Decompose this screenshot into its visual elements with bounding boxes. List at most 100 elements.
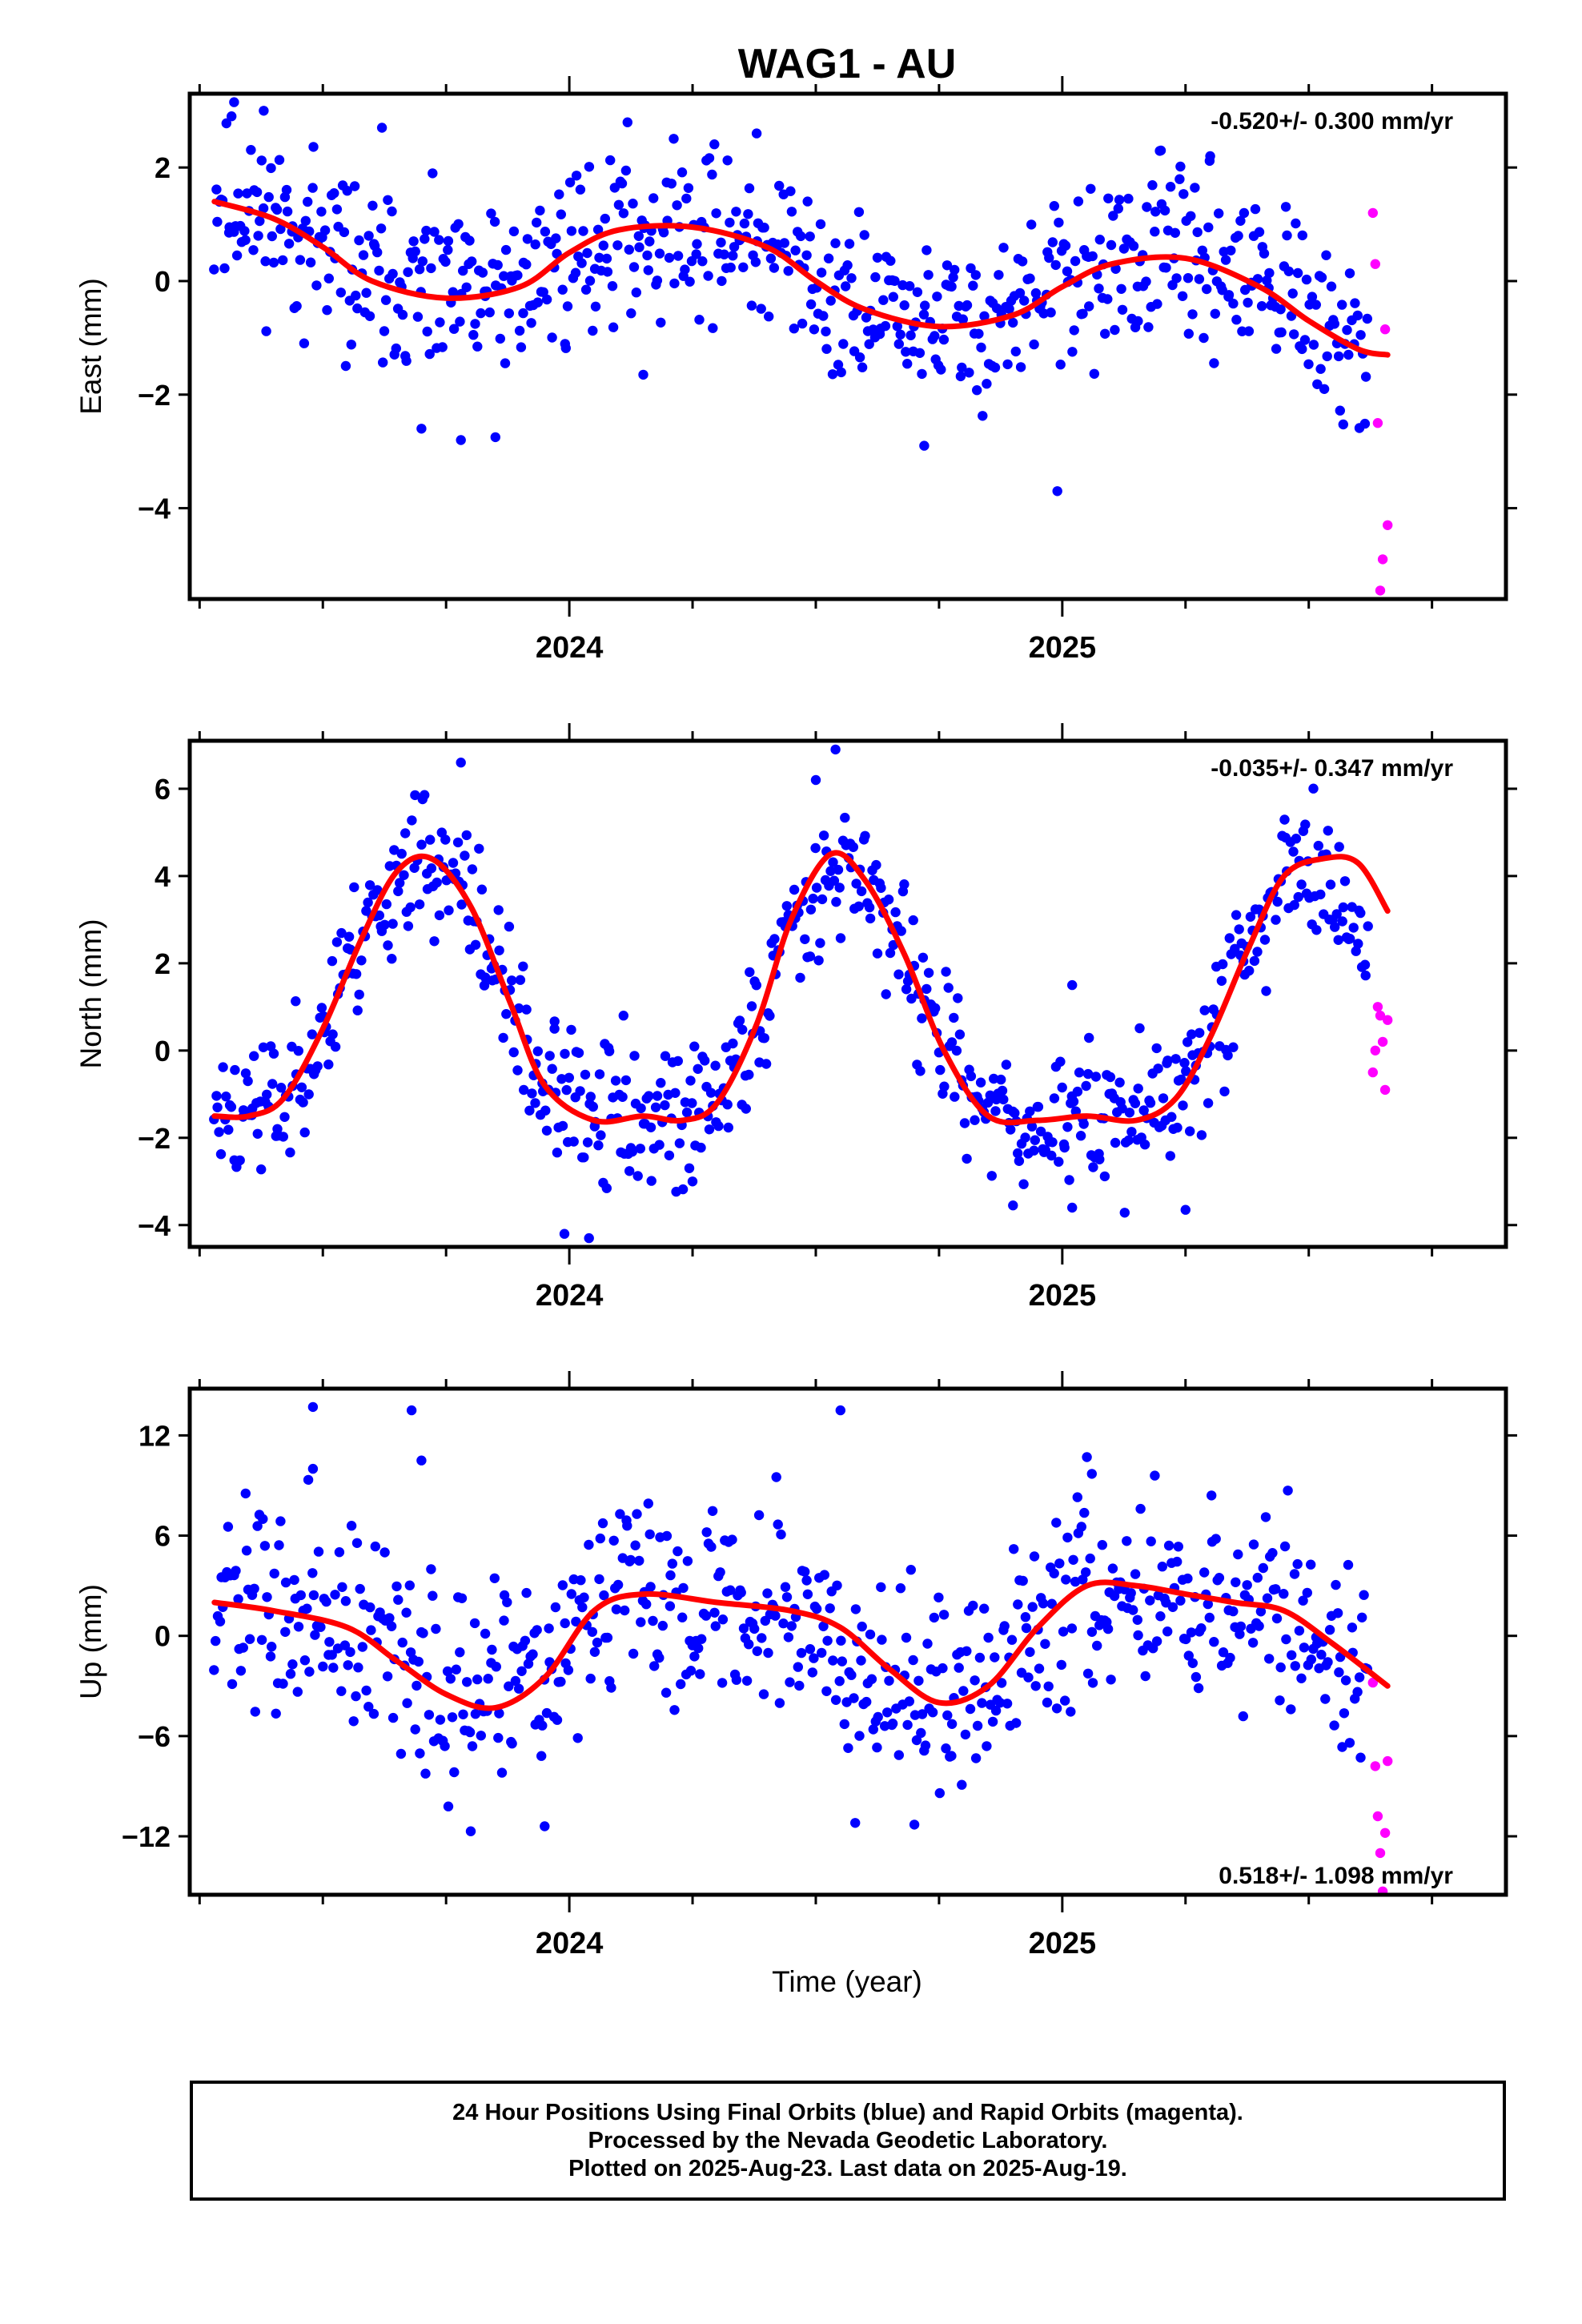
north-rapid-point xyxy=(1377,1036,1388,1047)
north-final-point xyxy=(1203,1098,1214,1108)
up-final-point xyxy=(796,1647,807,1659)
up-final-point xyxy=(440,1741,450,1751)
east-final-point xyxy=(802,196,813,207)
east-final-point xyxy=(387,206,397,217)
east-final-point xyxy=(633,231,644,241)
up-final-point xyxy=(628,1648,639,1659)
north-final-point xyxy=(746,1001,757,1011)
north-y-tick-label: −4 xyxy=(138,1209,171,1242)
up-final-point xyxy=(537,1720,548,1731)
north-final-point xyxy=(808,893,818,904)
east-final-point xyxy=(816,267,827,278)
up-final-point xyxy=(1211,1534,1221,1544)
north-final-point xyxy=(660,1051,671,1061)
up-final-point xyxy=(1254,1621,1264,1631)
up-final-point xyxy=(1264,1654,1275,1664)
up-final-point xyxy=(431,1623,441,1634)
north-final-point xyxy=(710,1060,721,1071)
east-final-point xyxy=(575,184,586,195)
east-final-point xyxy=(1297,230,1308,241)
north-final-point xyxy=(575,1086,585,1096)
up-final-point xyxy=(709,1607,720,1618)
up-final-point xyxy=(504,1681,514,1691)
up-final-point xyxy=(443,1801,454,1811)
up-final-point xyxy=(456,1593,468,1604)
east-final-point xyxy=(437,342,448,352)
east-final-point xyxy=(339,227,350,238)
north-final-point xyxy=(700,1055,710,1066)
up-final-point xyxy=(550,1602,561,1613)
up-final-point xyxy=(528,1649,538,1659)
up-final-point xyxy=(1151,1636,1162,1647)
north-final-point xyxy=(354,989,364,1000)
up-final-point xyxy=(895,1583,906,1594)
up-final-point xyxy=(357,1642,367,1652)
north-final-point xyxy=(1055,1056,1066,1067)
up-final-point xyxy=(682,1556,693,1566)
north-final-point xyxy=(1288,846,1299,857)
up-final-point xyxy=(513,1683,524,1694)
east-final-point xyxy=(253,231,263,241)
east-final-point xyxy=(976,342,986,353)
north-final-point xyxy=(685,1076,696,1086)
east-final-point xyxy=(472,341,483,352)
east-final-point xyxy=(825,296,836,306)
up-final-point xyxy=(1209,1637,1219,1647)
east-final-point xyxy=(530,239,540,250)
up-final-point xyxy=(292,1687,303,1697)
up-final-point xyxy=(351,1691,361,1702)
north-final-point xyxy=(1195,1027,1205,1039)
east-final-point xyxy=(448,287,458,297)
up-final-point xyxy=(339,1640,351,1651)
east-final-point xyxy=(1360,372,1371,382)
north-final-point xyxy=(635,1144,645,1154)
north-final-point xyxy=(815,938,825,948)
up-final-point xyxy=(303,1474,314,1486)
north-final-point xyxy=(393,886,404,897)
up-final-point xyxy=(416,1455,427,1466)
east-final-point xyxy=(958,314,969,324)
north-final-point xyxy=(954,1029,966,1039)
north-final-point xyxy=(789,884,800,895)
north-final-point xyxy=(293,1046,303,1056)
up-final-point xyxy=(979,1603,990,1614)
up-final-point xyxy=(1289,1569,1300,1579)
north-final-point xyxy=(312,1061,323,1072)
east-final-point xyxy=(628,199,638,209)
north-final-point xyxy=(935,1064,946,1076)
north-final-point xyxy=(461,830,472,841)
east-final-point xyxy=(746,300,757,311)
up-final-point xyxy=(901,1632,912,1643)
east-final-point xyxy=(1315,364,1326,374)
east-final-point xyxy=(212,216,223,227)
up-final-point xyxy=(807,1667,817,1678)
east-final-point xyxy=(654,248,665,259)
up-final-point xyxy=(727,1534,737,1545)
up-final-point xyxy=(987,1716,998,1727)
up-final-point xyxy=(467,1741,478,1751)
up-final-point xyxy=(1324,1625,1335,1635)
north-final-point xyxy=(1035,1126,1046,1137)
east-final-point xyxy=(818,311,829,321)
up-final-point xyxy=(850,1604,861,1614)
east-final-point xyxy=(1322,351,1332,362)
north-final-point xyxy=(818,830,829,841)
up-final-point xyxy=(1235,1629,1245,1639)
up-final-point xyxy=(909,1819,920,1830)
up-final-point xyxy=(393,1594,404,1605)
up-final-point xyxy=(1203,1598,1214,1610)
up-final-point xyxy=(1011,1718,1022,1728)
up-final-point xyxy=(1013,1599,1023,1610)
north-final-point xyxy=(426,863,437,874)
east-final-point xyxy=(998,243,1009,253)
north-final-point xyxy=(943,983,954,993)
east-final-point xyxy=(594,252,604,263)
east-final-point xyxy=(899,300,909,311)
east-final-point xyxy=(1271,344,1282,354)
east-rapid-point xyxy=(1367,207,1379,219)
east-final-point xyxy=(1243,297,1253,308)
up-final-point xyxy=(579,1592,589,1602)
east-final-point xyxy=(268,257,279,268)
north-final-point xyxy=(434,910,445,921)
north-final-point xyxy=(681,1107,693,1118)
